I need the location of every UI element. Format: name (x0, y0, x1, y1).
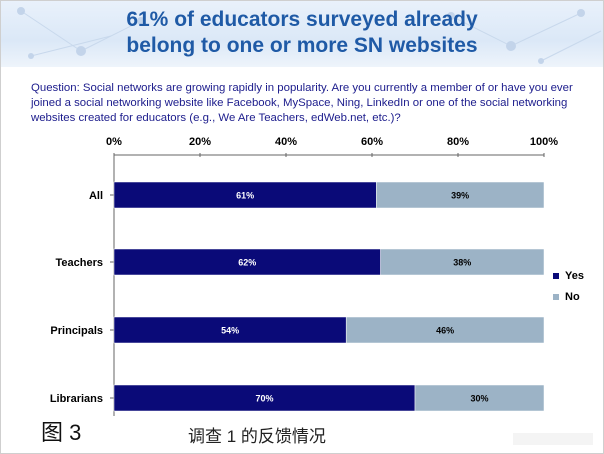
figure-caption: 调查 1 的反馈情况 (188, 427, 326, 446)
figure-number: 图 3 (41, 420, 82, 445)
data-label: 70% (255, 394, 273, 404)
bar-yes (113, 384, 416, 412)
data-label: 39% (451, 191, 469, 201)
bar-no (376, 181, 545, 209)
category-label: Principals (50, 325, 103, 337)
x-tick-label: 100% (530, 136, 558, 148)
legend-swatch-no (553, 294, 559, 300)
category-label: All (89, 190, 103, 202)
category-label: Librarians (50, 393, 103, 405)
data-label: 61% (236, 191, 254, 201)
title-banner: 61% of educators surveyed already belong… (1, 1, 603, 67)
bar-yes (113, 181, 377, 209)
network-decoration (17, 7, 602, 64)
legend-swatch-yes (553, 273, 559, 279)
category-label: Teachers (56, 257, 104, 269)
data-label: 54% (221, 326, 239, 336)
data-label: 30% (470, 394, 488, 404)
x-tick-label: 40% (275, 136, 297, 148)
x-tick-label: 0% (106, 136, 122, 148)
survey-question: Question: Social networks are growing ra… (31, 82, 573, 124)
title-line-1: 61% of educators surveyed already (126, 8, 478, 31)
bar-no (414, 384, 545, 412)
bar-yes (113, 316, 347, 344)
x-tick-label: 60% (361, 136, 383, 148)
watermark-logo (513, 433, 593, 445)
stacked-bar-chart: 0% 20% 40% 60% 80% 100% All 61% 39% Teachers 62% 38… (50, 136, 584, 416)
data-label: 46% (436, 326, 454, 336)
chart-title: 61% of educators surveyed already belong… (1, 7, 603, 59)
x-tick-label: 80% (447, 136, 469, 148)
x-tick-label: 20% (189, 136, 211, 148)
bar-yes (113, 248, 381, 276)
data-label: 62% (238, 258, 256, 268)
title-line-2: belong to one or more SN websites (126, 34, 478, 57)
bar-no (380, 248, 545, 276)
data-label: 38% (453, 258, 471, 268)
bar-no (345, 316, 545, 344)
legend-label-yes: Yes (565, 270, 584, 282)
legend-label-no: No (565, 291, 580, 303)
